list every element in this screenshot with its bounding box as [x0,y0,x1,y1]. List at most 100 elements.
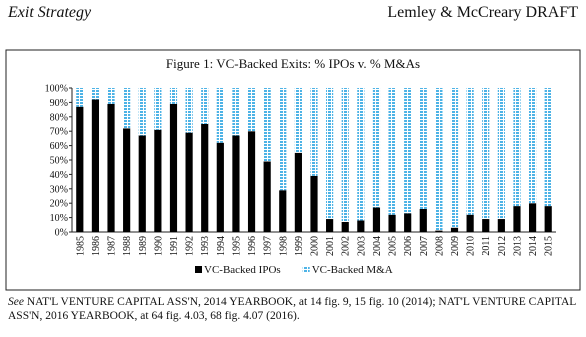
bar-segment [388,214,396,232]
x-tick-label: 2013 [512,236,523,256]
y-tick-label: 30% [50,184,68,195]
bar-segment [466,88,474,215]
x-tick-label: 1994 [216,236,227,256]
bar-segment [482,219,490,232]
bar-segment [279,190,287,232]
header-left: Exit Strategy [8,4,92,21]
y-tick-label: 70% [50,127,68,138]
bar-segment [247,88,256,132]
bar-segment [341,88,349,222]
bar-segment [372,88,381,208]
bar-segment [294,88,302,153]
y-tick-label: 90% [50,98,68,109]
bar-segment [497,88,505,220]
x-tick-label: 1992 [185,236,196,256]
y-tick-label: 60% [50,141,68,152]
x-tick-label: 2006 [403,236,414,256]
legend-label: VC-Backed M&A [312,264,393,276]
x-tick-label: 2002 [341,236,352,256]
bar-segment [154,88,162,130]
bar-segment [138,135,146,232]
x-tick-label: 2008 [434,236,445,256]
bar-segment [326,219,334,232]
x-tick-label: 2005 [388,236,399,256]
x-tick-label: 1993 [200,236,211,256]
bar-segment [404,213,412,232]
x-tick-label: 2003 [356,236,367,256]
bar-segment [169,88,178,104]
bar-segment [201,88,209,124]
bar-segment [294,152,302,232]
x-tick-label: 1987 [107,236,118,256]
bar-segment [497,219,505,232]
bar-segment [216,88,224,143]
legend-label: VC-Backed IPOs [204,264,281,276]
x-tick-label: 1998 [278,236,289,256]
bar-segment [450,227,459,232]
bar-segment [232,88,240,136]
y-tick-label: 100% [45,84,68,95]
x-tick-label: 2015 [544,236,555,256]
header-right: Lemley & McCreary DRAFT [387,4,578,21]
bar-segment [310,88,318,176]
y-tick-label: 80% [50,112,68,123]
bar-segment [388,88,396,215]
x-tick-label: 1995 [231,236,242,256]
bar-segment [528,88,537,204]
x-tick-label: 1986 [91,236,102,256]
bar-segment [544,88,552,207]
bar-segment [357,88,365,221]
figure-frame [5,49,581,291]
x-tick-label: 1996 [247,236,258,256]
x-tick-label: 2007 [419,236,430,256]
bar-segment [107,103,115,232]
x-tick-label: 2001 [325,236,336,256]
bar-segment [247,131,256,232]
bar-segment [450,88,459,228]
bar-segment [91,88,100,100]
bar-segment [310,175,318,232]
bar-segment [185,88,193,133]
bar-segment [263,88,271,162]
x-tick-label: 1990 [153,236,164,256]
bar-segment [435,88,443,231]
x-tick-label: 2000 [310,236,321,256]
bar-segment [372,207,381,232]
x-tick-label: 1989 [138,236,149,256]
bar-segment [357,220,365,232]
x-tick-label: 2004 [372,236,383,256]
bar-segment [482,88,490,220]
bar-segment [76,106,84,232]
y-tick-label: 50% [50,156,68,167]
caption-text: NAT'L VENTURE CAPITAL ASS'N, 2014 YEARBO… [8,296,576,322]
x-tick-label: 1988 [122,236,133,256]
y-tick-label: 40% [50,170,68,181]
bar-segment [232,135,240,232]
bar-segment [544,206,552,232]
x-tick-label: 2010 [466,236,477,256]
bar-segment [404,88,412,214]
legend-swatch [195,266,202,273]
bar-segment [185,132,193,232]
caption-see: See [8,296,24,308]
chart-title: Figure 1: VC-Backed Exits: % IPOs v. % M… [166,56,420,71]
bar-segment [528,203,537,232]
y-tick-label: 0% [55,228,68,239]
bar-segment [435,230,443,232]
bar-segment [341,221,349,232]
bar-segment [169,103,178,232]
bar-segment [123,88,131,129]
x-tick-label: 2011 [481,236,492,256]
bar-segment [138,88,146,136]
x-tick-label: 1999 [294,236,305,256]
bar-segment [76,88,84,107]
bar-segment [466,214,474,232]
figure: Figure 1: VC-Backed Exits: % IPOs v. % M… [5,49,581,291]
x-tick-label: 2009 [450,236,461,256]
caption: See NAT'L VENTURE CAPITAL ASS'N, 2014 YE… [8,295,578,323]
bar-segment [513,88,521,207]
bar-segment [326,88,334,220]
bar-segment [123,128,131,232]
x-tick-label: 2012 [497,236,508,256]
